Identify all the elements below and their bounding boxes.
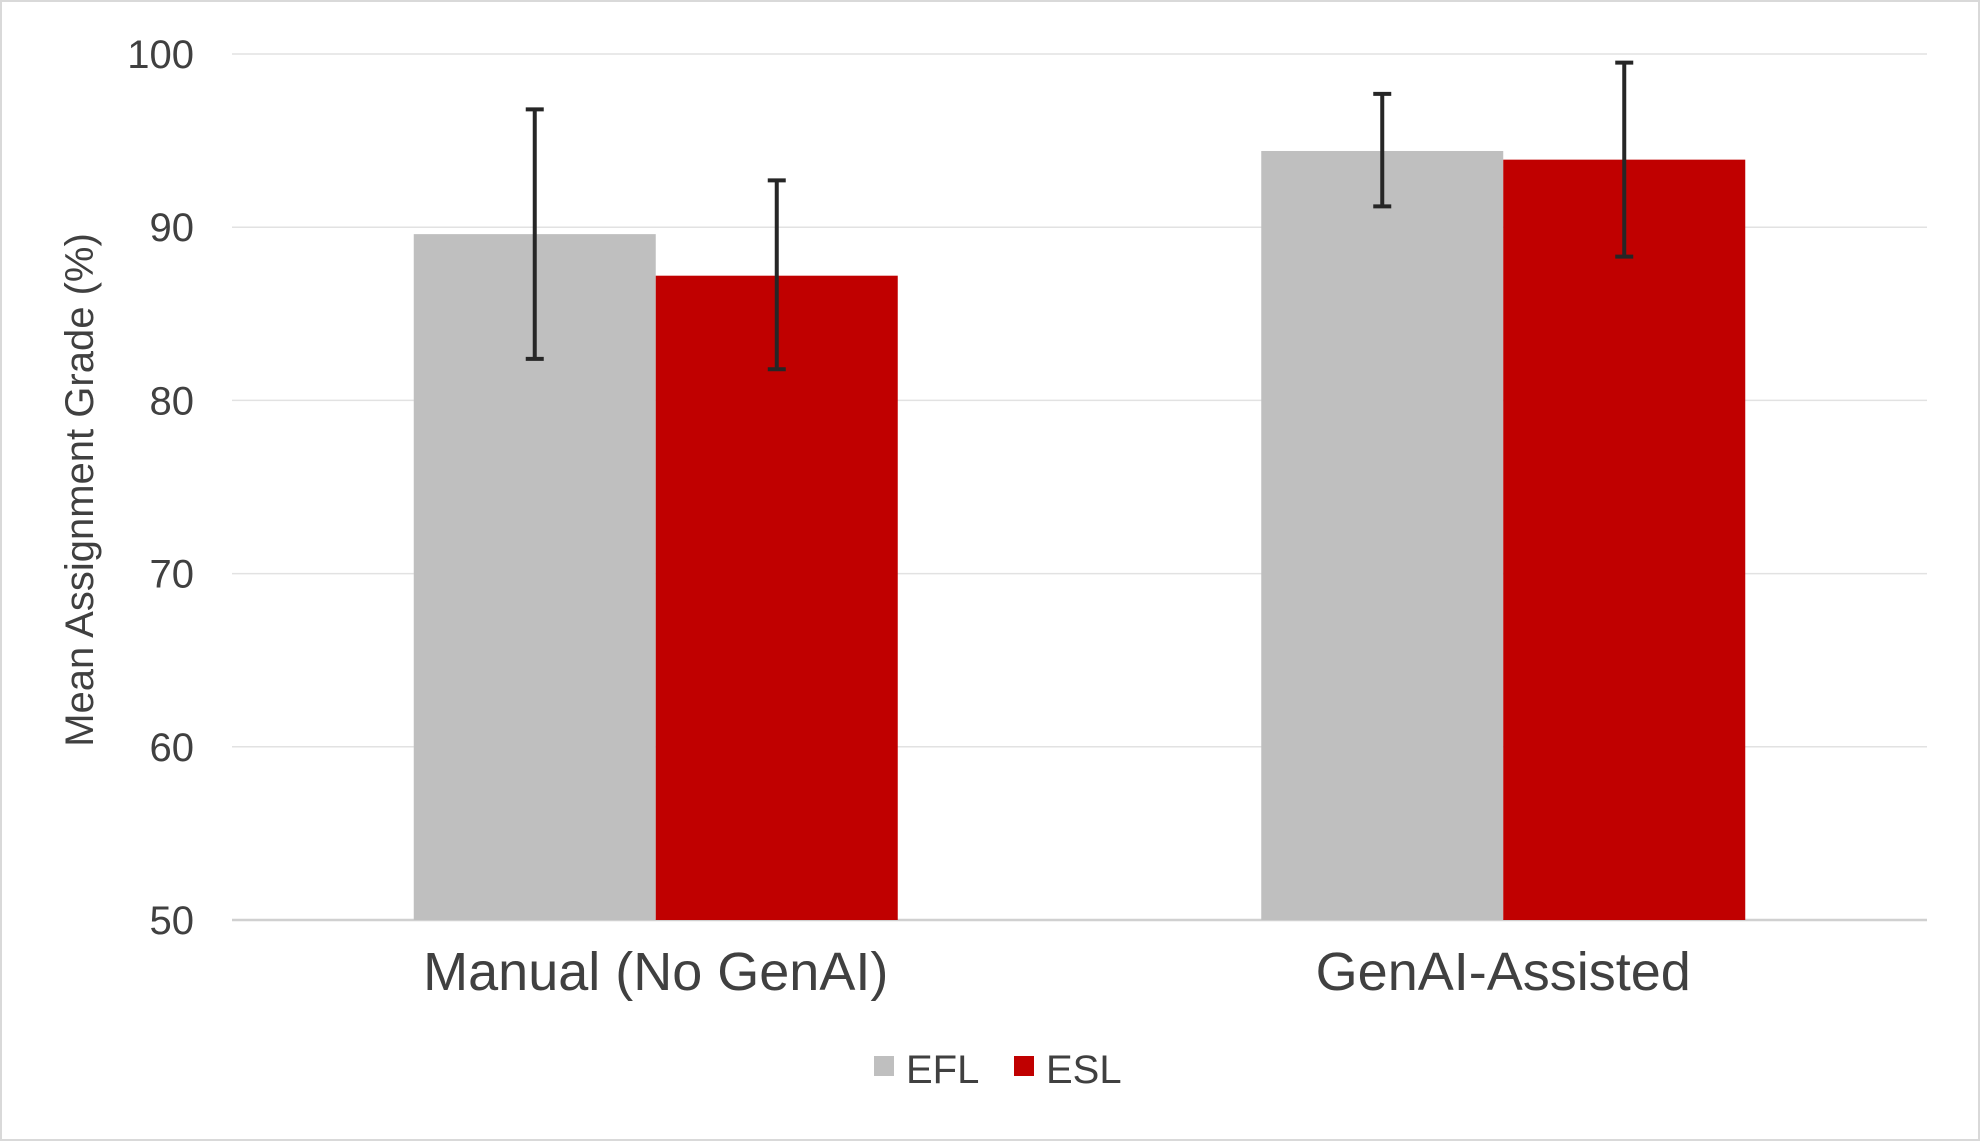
legend-swatch xyxy=(1014,1056,1034,1076)
y-tick-label: 70 xyxy=(150,553,195,597)
bars xyxy=(413,150,1746,921)
x-category-label: Manual (No GenAI) xyxy=(423,942,888,1002)
error-bar-esl-2 xyxy=(1615,60,1634,259)
x-category-labels: Manual (No GenAI) GenAI-Assisted xyxy=(423,942,1691,1002)
legend: EFL ESL xyxy=(874,1048,1122,1092)
y-tick-label: 90 xyxy=(150,206,195,250)
legend-label: ESL xyxy=(1046,1048,1122,1092)
y-tick-labels: 50 60 70 80 90 100 xyxy=(127,33,194,943)
legend-swatch xyxy=(874,1056,894,1076)
legend-item-esl: ESL xyxy=(1014,1048,1122,1092)
bar-esl-2 xyxy=(1503,159,1746,921)
bar-efl-2 xyxy=(1261,150,1504,920)
error-bars xyxy=(525,60,1634,372)
error-bar-efl-1 xyxy=(525,107,544,361)
y-axis-title: Mean Assignment Grade (%) xyxy=(58,233,102,747)
x-category-label: GenAI-Assisted xyxy=(1316,942,1691,1002)
legend-label: EFL xyxy=(906,1048,979,1092)
y-tick-label: 50 xyxy=(150,899,195,943)
legend-item-efl: EFL xyxy=(874,1048,979,1092)
bar-esl-1 xyxy=(655,275,898,920)
y-tick-label: 80 xyxy=(150,379,195,423)
y-tick-label: 60 xyxy=(150,726,195,770)
y-tick-label: 100 xyxy=(127,33,194,77)
error-bar-esl-1 xyxy=(767,178,786,372)
error-bar-efl-2 xyxy=(1373,91,1392,209)
